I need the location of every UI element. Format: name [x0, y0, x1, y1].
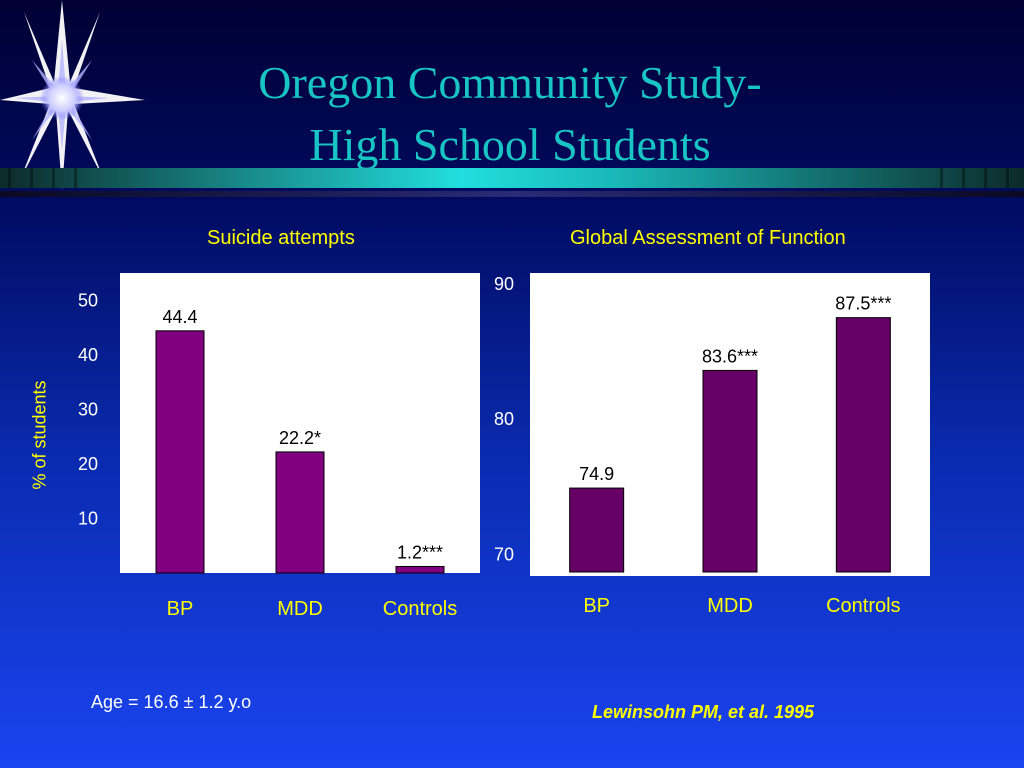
suicide-attempts-chart: 10 20 30 40 50 44.4 BP 22.2* MDD 1.2*** Controls [78, 273, 480, 620]
suicide-y-tick-label: 40 [78, 345, 98, 365]
suicide-data-label: 1.2*** [397, 542, 443, 562]
star-burst-icon [0, 0, 145, 190]
suicide-category-label: MDD [277, 598, 323, 620]
title-divider-shadow [0, 191, 1024, 197]
gaf-y-tick-label: 90 [494, 274, 514, 294]
citation: Lewinsohn PM, et al. 1995 [592, 702, 815, 722]
suicide-y-tick-label: 10 [78, 508, 98, 528]
gaf-bar-mdd [702, 369, 758, 573]
gaf-category-label: BP [583, 595, 610, 617]
suicide-y-tick-label: 20 [78, 454, 98, 474]
gaf-data-label: 83.6*** [702, 346, 758, 366]
right-chart-title: Global Assessment of Function [570, 227, 846, 249]
suicide-bar-mdd [275, 451, 325, 574]
gaf-data-label: 74.9 [579, 464, 614, 484]
gaf-category-label: Controls [826, 595, 900, 617]
gaf-data-label: 87.5*** [835, 294, 891, 314]
title-line-2: High School Students [309, 119, 711, 170]
gaf-y-tick-label: 80 [494, 409, 514, 429]
gaf-y-tick-label: 70 [494, 544, 514, 564]
suicide-y-tick-label: 30 [78, 399, 98, 419]
gaf-category-label: MDD [707, 595, 753, 617]
y-axis-label: % of students [29, 380, 50, 490]
age-note: Age = 16.6 ± 1.2 y.o [91, 692, 252, 712]
suicide-y-tick-label: 50 [78, 290, 98, 310]
suicide-data-label: 44.4 [162, 307, 197, 327]
gaf-bar-controls [835, 317, 891, 573]
suicide-category-label: BP [167, 598, 194, 620]
suicide-category-label: Controls [383, 598, 457, 620]
suicide-bar-controls [395, 565, 445, 574]
suicide-bar-bp [155, 330, 205, 574]
left-chart-title: Suicide attempts [207, 227, 355, 249]
global-assessment-chart: 70 80 90 74.9 BP 83.6*** MDD 87.5*** Controls [494, 273, 930, 617]
slide-title: Oregon Community Study- High School Stud… [160, 52, 860, 176]
gaf-bar-bp [569, 487, 625, 573]
title-divider [0, 168, 1024, 188]
suicide-data-label: 22.2* [279, 428, 321, 448]
title-line-1: Oregon Community Study- [258, 57, 762, 108]
